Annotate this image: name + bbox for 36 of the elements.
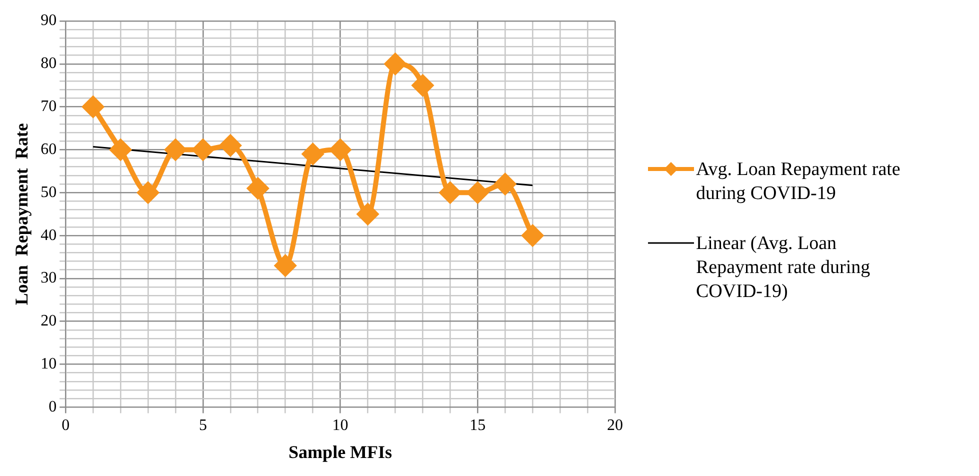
y-tick-label: 90 [40,12,57,30]
point [440,182,461,204]
y-tick-label: 40 [40,226,57,244]
point [357,204,378,225]
x-tick-label: 15 [470,417,486,434]
point [82,96,104,118]
y-tick-label: 80 [40,55,57,72]
point [274,255,296,276]
point [220,134,241,156]
point [494,174,516,195]
x-tick-label: 20 [607,417,623,434]
point [384,53,406,74]
y-tick-label: 60 [40,140,57,158]
y-tick-label: 70 [40,98,57,116]
point [412,74,434,96]
point [192,139,214,160]
x-tick-label: 0 [62,417,70,434]
x-tick-label: 10 [332,417,348,434]
y-axis-title: Loan Repayment Rate [11,123,32,306]
legend-label: Avg. Loan Repayment rate during COVID-19 [696,158,902,206]
point [330,139,351,160]
point [247,178,268,199]
y-tick-label: 0 [48,398,57,416]
y-tick-label: 50 [40,184,57,201]
point [467,182,488,204]
point [164,139,186,160]
point [522,225,544,246]
x-tick-label: 5 [198,417,207,434]
point [110,139,132,160]
point [138,182,159,204]
point [302,144,324,165]
y-tick-label: 20 [40,312,57,330]
x-axis-title: Sample MFIs [288,442,392,462]
legend-label: Linear (Avg. Loan Repayment rate during COVID-19) [696,232,872,304]
y-tick-label: 10 [40,355,57,372]
y-tick-label: 30 [40,270,57,287]
